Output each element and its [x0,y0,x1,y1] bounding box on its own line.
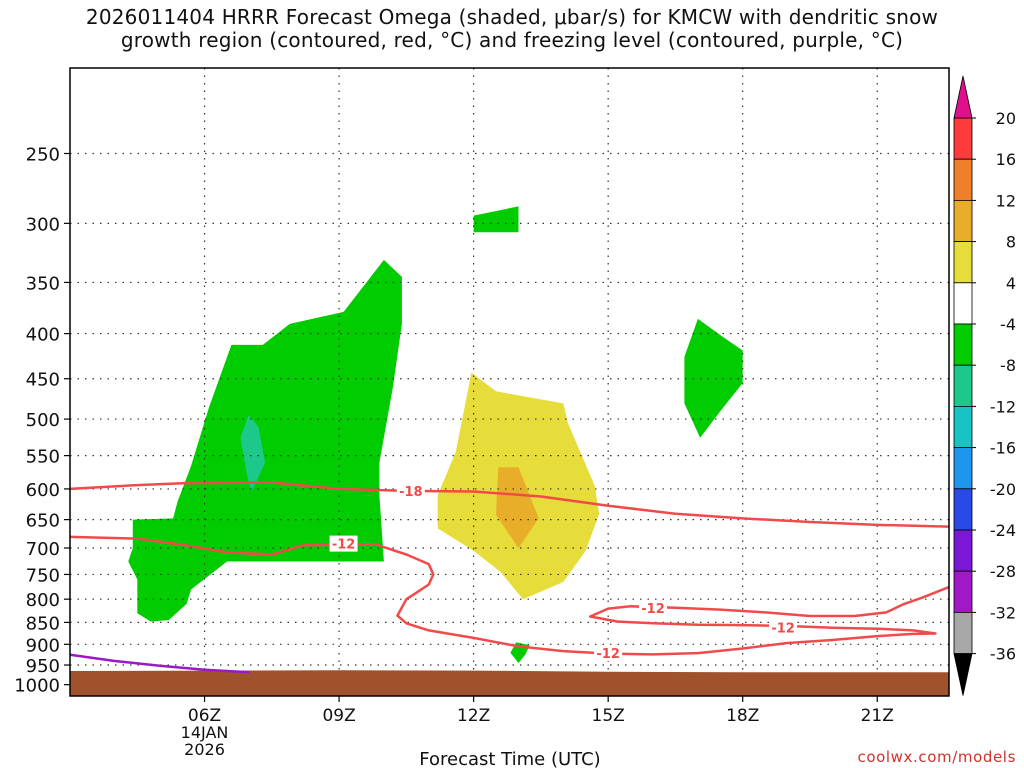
contour-label-bg [329,535,358,552]
colorbar-label: -12 [990,397,1016,416]
colorbar-label: -24 [990,521,1016,540]
y-tick-label: 650 [26,511,60,532]
colorbar-label: 4 [1006,274,1016,293]
x-tick-year: 2026 [184,740,225,759]
omega-region-ascent-main [128,259,402,622]
contour-label: -12 [332,538,356,553]
x-tick-label: 21Z [861,706,894,726]
title-line-2: growth region (contoured, red, °C) and f… [120,28,904,52]
x-tick-label: 09Z [322,706,355,726]
colorbar-band [953,323,973,366]
y-tick-label: 250 [26,144,60,165]
colorbar-band [953,447,973,490]
colorbar-band [953,405,973,448]
colorbar-label: -32 [990,603,1016,622]
y-tick-label: 800 [26,590,60,611]
colorbar-label: -20 [990,480,1016,499]
y-axis: 2503003504004505005506006507007508008509… [14,144,70,697]
colorbar-band [953,570,973,613]
colorbar-band [953,158,973,201]
contour-freezing-level [70,653,250,674]
y-tick-label: 900 [26,635,60,656]
y-tick-label: 750 [26,565,60,586]
y-tick-label: 550 [26,447,60,468]
colorbar-band [953,529,973,572]
colorbar-label: -36 [990,645,1016,664]
omega-region-ascent-upper [473,206,519,233]
colorbar-label: -28 [990,562,1016,581]
colorbar-max-arrow [953,75,973,119]
y-tick-label: 400 [26,325,60,346]
contour-label: -12 [641,602,665,617]
contour-label-bg [769,619,798,636]
colorbar-label: 16 [996,150,1016,169]
terrain-fill [70,670,949,696]
colorbar-band [953,117,973,160]
terrain [70,670,949,696]
x-tick-label: 06Z [188,706,221,726]
x-tick-label: 18Z [726,706,759,726]
y-tick-label: 1000 [14,676,60,697]
y-tick-label: 850 [26,613,60,634]
credit-link[interactable]: coolwx.com/models [857,748,1016,766]
omega-shading [128,206,743,663]
colorbar-band [953,612,973,655]
contour-label-bg [594,645,623,662]
colorbar-label: -16 [990,439,1016,458]
colorbar: 20 16 12 8 4 -4 -8 -12 -16 -20 -24 -28 -32 -36 [953,75,1016,696]
contour-label-bg [639,600,668,617]
chart-title: 2026011404 HRRR Forecast Omega (shaded, … [0,6,1024,52]
y-tick-label: 350 [26,273,60,294]
contour-label-bg [396,482,425,499]
omega-region-descent-core [496,467,539,548]
colorbar-band [953,364,973,407]
x-tick-label: 15Z [592,706,625,726]
colorbar-label: 20 [996,109,1016,128]
x-tick-date: 14JAN [181,723,229,742]
colorbar-label: 8 [1006,233,1016,252]
plot-background [70,68,949,696]
colorbar-band [953,282,973,325]
contour-dgz-lower [70,535,949,656]
contour-label: -18 [399,485,423,500]
y-tick-label: 300 [26,214,60,235]
contour-label: -12 [596,647,620,662]
y-tick-label: 450 [26,370,60,391]
y-tick-label: 600 [26,480,60,501]
title-line-1: 2026011404 HRRR Forecast Omega (shaded, … [85,5,939,29]
y-tick-label: 500 [26,410,60,431]
colorbar-min-arrow [953,653,973,696]
x-tick-label: 12Z [457,706,490,726]
colorbar-band [953,241,973,284]
colorbar-band [953,488,973,531]
contour-dgz-upper [70,481,949,528]
x-axis-label: Forecast Time (UTC) [419,749,600,768]
contour-label: -12 [771,621,795,636]
colorbar-label: -4 [1000,315,1016,334]
plot-frame [69,67,950,697]
omega-region-ascent-core [240,415,266,492]
colorbar-label: 12 [996,191,1016,210]
colorbar-label: -8 [1000,356,1016,375]
contours [70,481,949,674]
omega-region-ascent-right [684,318,743,438]
y-tick-label: 700 [26,539,60,560]
colorbar-band [953,199,973,242]
contour-labels: -18 -12 -12 -12 -12 [329,482,798,662]
y-tick-label: 950 [26,656,60,677]
